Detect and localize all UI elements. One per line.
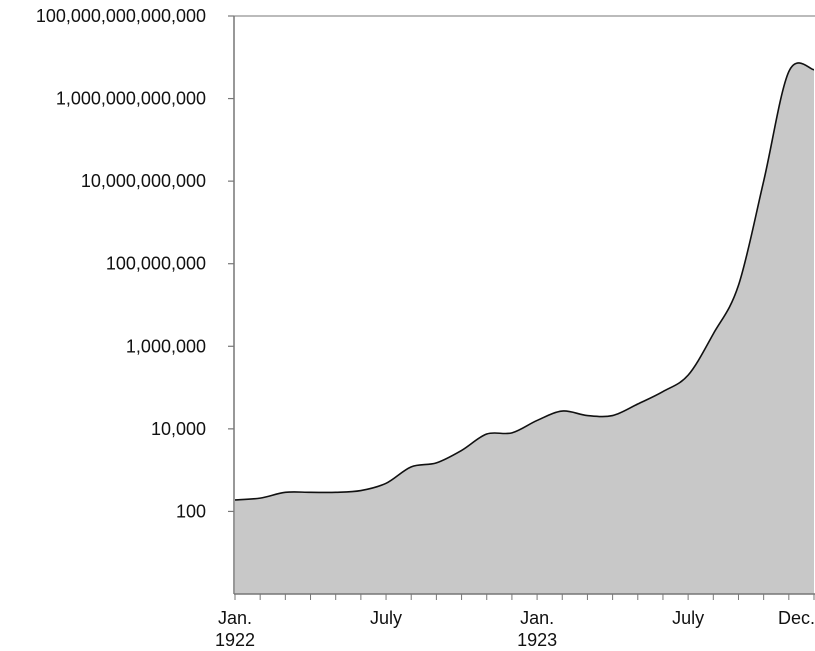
x-tick-label: July: [672, 608, 704, 628]
y-tick-label: 1,000,000: [126, 336, 206, 356]
y-tick-label: 100,000,000,000,000: [36, 6, 206, 26]
y-tick-label: 100,000,000: [106, 254, 206, 274]
x-tick-label: Jan. 1923: [517, 608, 557, 650]
series-line: [234, 62, 815, 501]
x-axis-ticks: Jan. 1922 July Jan. 1923 July Dec.: [215, 594, 815, 650]
area-fill: [235, 62, 814, 594]
x-tick-label: July: [370, 608, 402, 628]
y-axis-ticks: 100 10,000 1,000,000 100,000,000 10,000,000,…: [36, 6, 234, 521]
y-tick-label: 100: [176, 501, 206, 521]
area-series-layer: [234, 62, 815, 594]
x-tick-label: Jan. 1922: [215, 608, 255, 650]
y-tick-label: 10,000: [151, 419, 206, 439]
y-tick-label: 10,000,000,000: [81, 171, 206, 191]
axes: [233, 15, 815, 595]
x-tick-label: Dec.: [778, 608, 815, 628]
y-tick-label: 1,000,000,000,000: [56, 89, 206, 109]
